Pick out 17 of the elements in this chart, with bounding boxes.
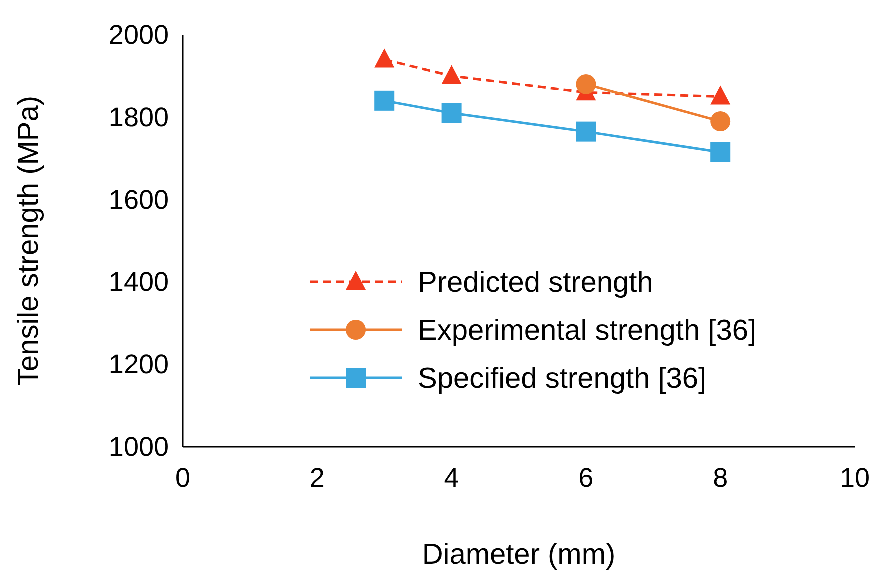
x-axis-title: Diameter (mm): [422, 539, 616, 571]
legend-label: Specified strength [36]: [418, 363, 707, 395]
y-tick-label: 1000: [108, 432, 169, 462]
x-tick-label: 2: [310, 463, 325, 493]
y-tick-label: 2000: [108, 20, 169, 50]
x-tick-label: 6: [578, 463, 594, 493]
y-tick-label: 1400: [108, 267, 169, 298]
y-tick-label: 1600: [108, 184, 169, 215]
y-axis-title: Tensile strength (MPa): [13, 96, 45, 386]
y-tick-label: 1200: [108, 350, 169, 380]
legend-label: Predicted strength: [418, 267, 654, 299]
x-tick-label: 4: [444, 463, 460, 493]
x-tick-label: 8: [713, 463, 728, 493]
x-tick-label: 10: [840, 463, 870, 493]
x-tick-label: 0: [175, 463, 191, 493]
y-tick-label: 1800: [108, 102, 169, 132]
legend-label: Experimental strength [36]: [418, 315, 757, 347]
